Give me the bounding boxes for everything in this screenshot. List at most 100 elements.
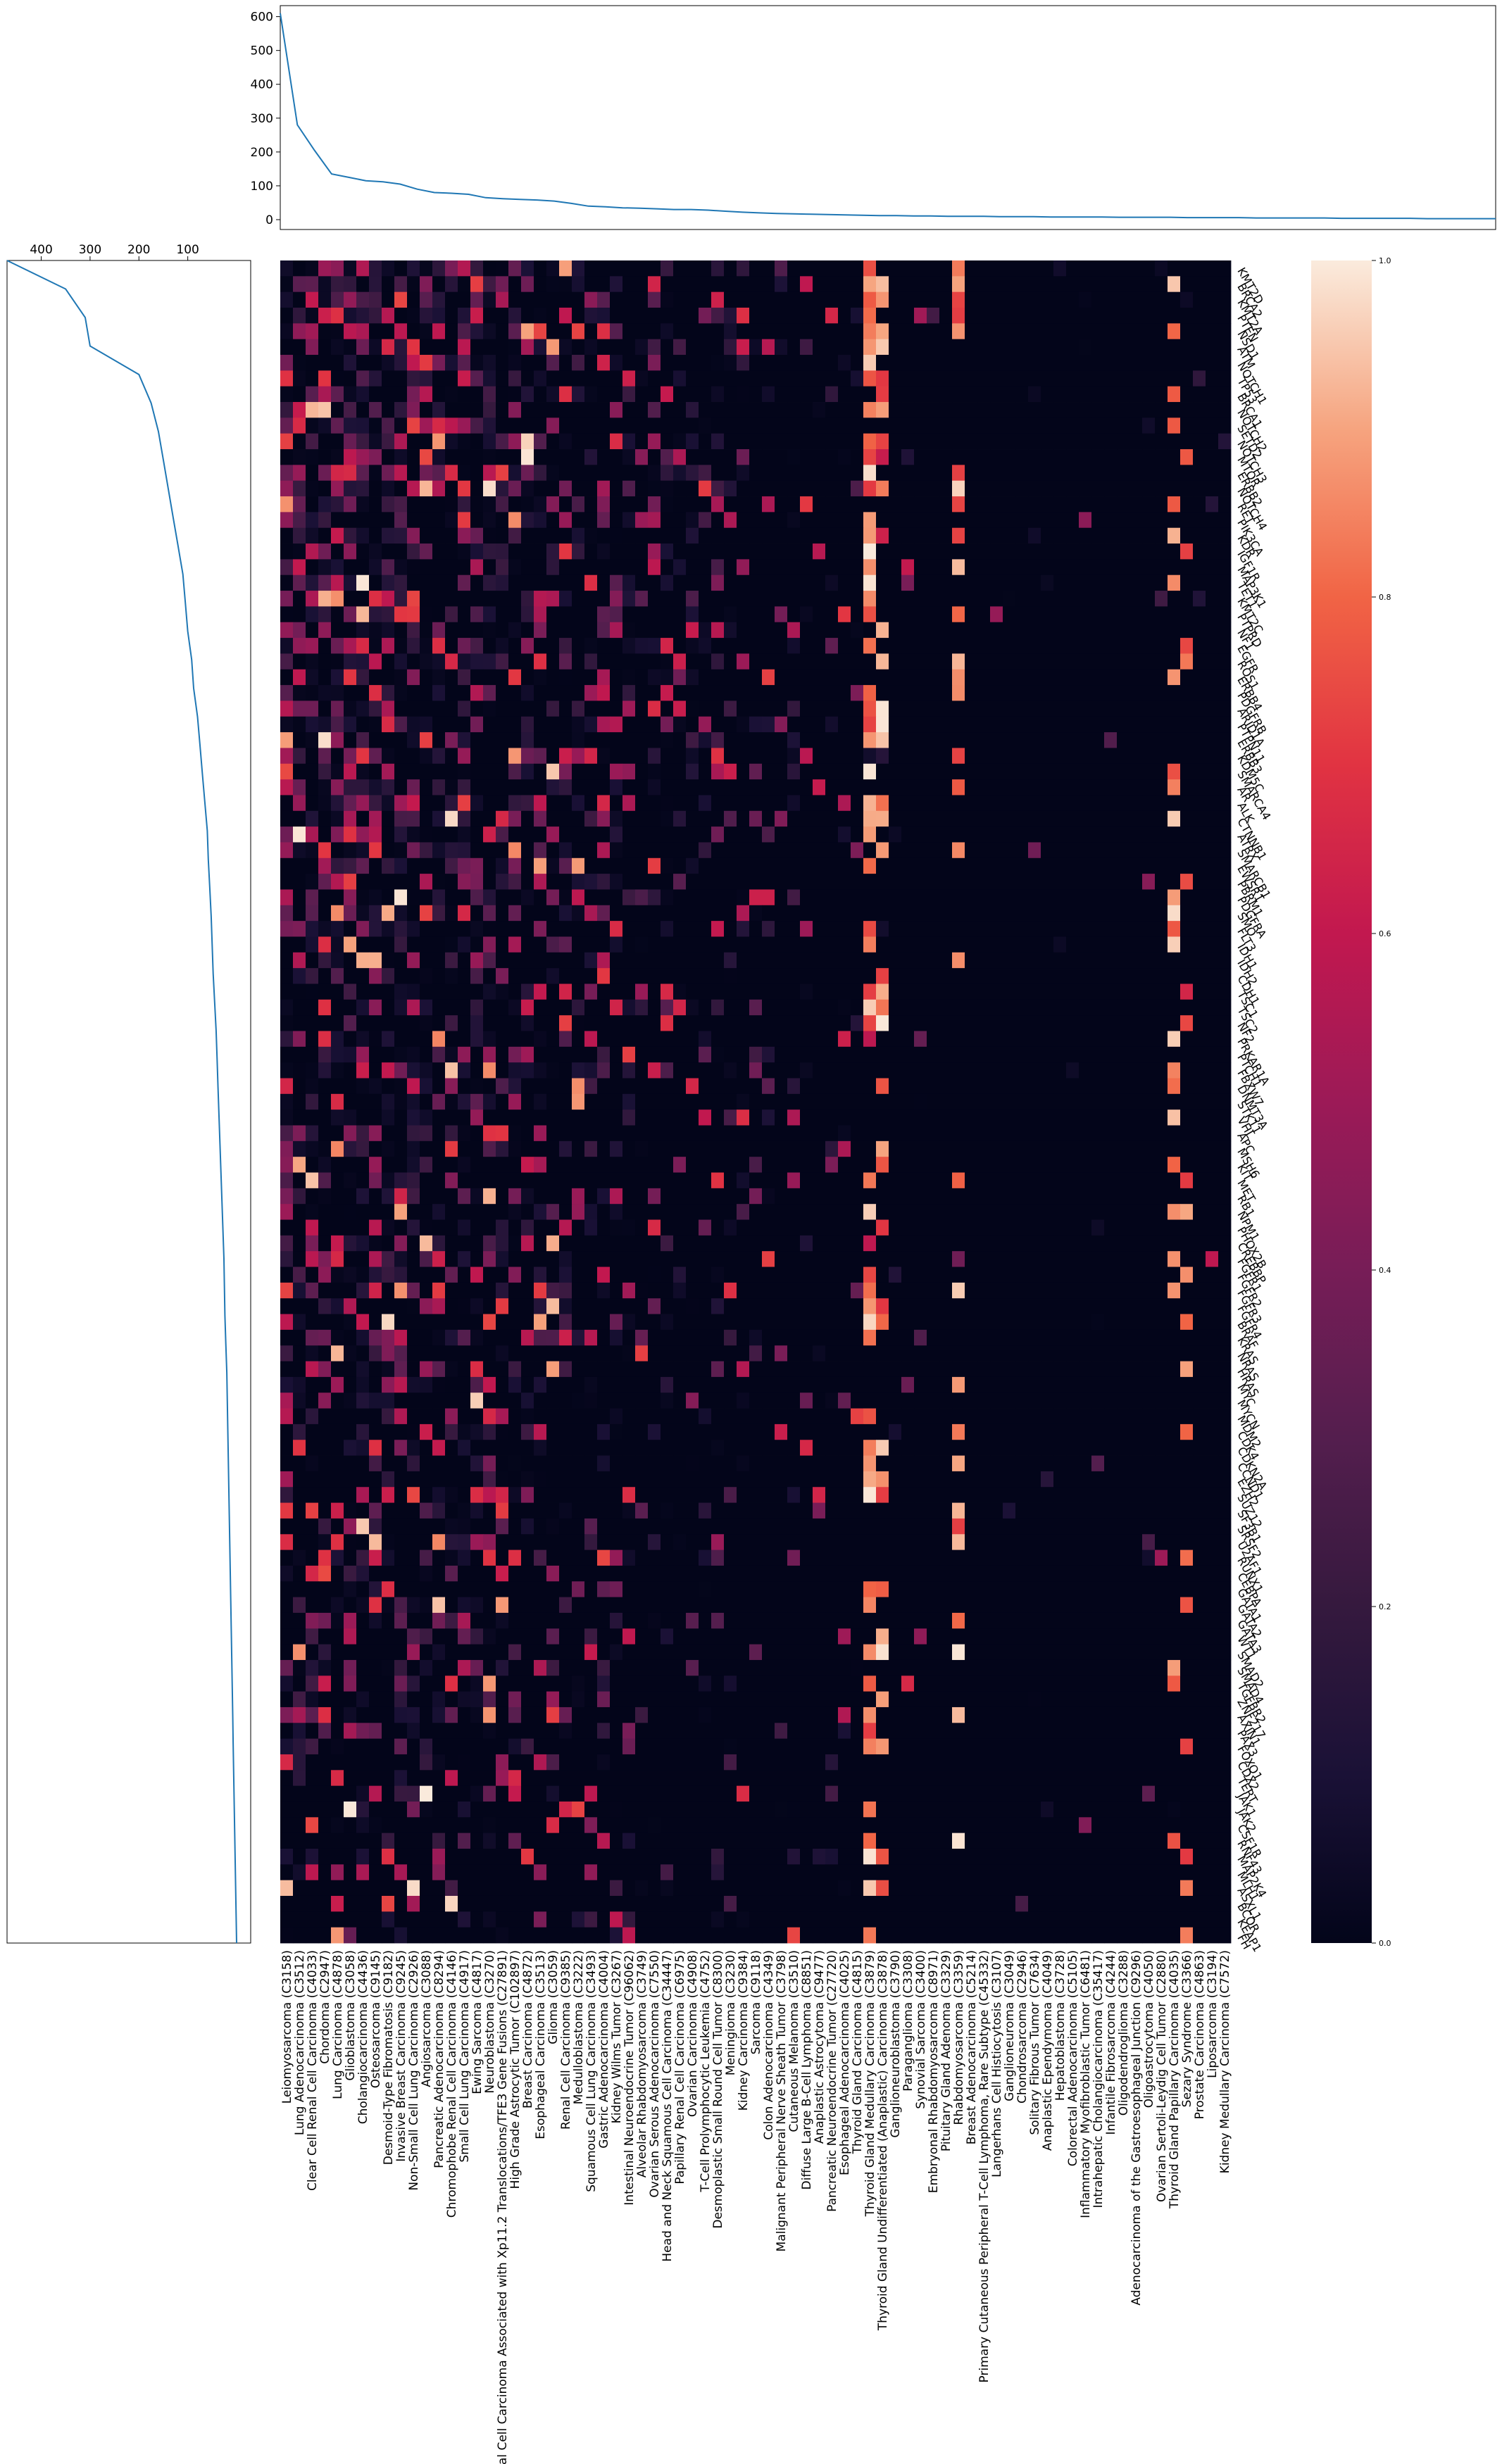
- heatmap-cell: [927, 999, 940, 1016]
- heatmap-cell: [356, 968, 370, 984]
- heatmap-cell: [939, 276, 953, 293]
- heatmap-cell: [965, 606, 978, 623]
- heatmap-cell: [800, 527, 813, 544]
- heatmap-cell: [331, 496, 344, 513]
- heatmap-cell: [901, 700, 915, 717]
- heatmap-cell: [1091, 496, 1105, 513]
- heatmap-cell: [749, 1188, 763, 1205]
- heatmap-cell: [863, 653, 877, 670]
- heatmap-cell: [1168, 748, 1181, 765]
- heatmap-cell: [458, 622, 471, 639]
- heatmap-cell: [800, 653, 813, 670]
- heatmap-cell: [445, 543, 458, 560]
- heatmap-cell: [534, 591, 547, 607]
- heatmap-cell: [825, 653, 839, 670]
- heatmap-cell: [432, 591, 446, 607]
- heatmap-cell: [762, 685, 775, 701]
- heatmap-cell: [724, 653, 737, 670]
- heatmap-cell: [851, 1282, 864, 1299]
- heatmap-cell: [1193, 1031, 1206, 1048]
- heatmap-cell: [1168, 323, 1181, 340]
- heatmap-cell: [559, 983, 572, 1000]
- heatmap-cell: [1091, 968, 1105, 984]
- heatmap-cell: [711, 291, 725, 308]
- heatmap-cell: [1041, 968, 1054, 984]
- heatmap-cell: [1079, 1015, 1092, 1031]
- heatmap-cell: [496, 1204, 509, 1220]
- heatmap-cell: [775, 968, 788, 984]
- heatmap-cell: [775, 1266, 788, 1283]
- heatmap-cell: [876, 1140, 889, 1157]
- heatmap-cell: [521, 1046, 534, 1063]
- heatmap-cell: [521, 1266, 534, 1283]
- heatmap-cell: [306, 1188, 319, 1205]
- heatmap-cell: [876, 1235, 889, 1252]
- heatmap-cell: [1015, 936, 1029, 953]
- heatmap-cell: [369, 1093, 382, 1110]
- heatmap-cell: [1193, 826, 1206, 843]
- heatmap-cell: [382, 1110, 395, 1126]
- heatmap-cell: [1104, 433, 1118, 450]
- heatmap-cell: [673, 810, 687, 827]
- heatmap-cell: [1079, 370, 1092, 387]
- heatmap-cell: [825, 779, 839, 796]
- heatmap-cell: [470, 1172, 484, 1189]
- heatmap-cell: [813, 543, 826, 560]
- heatmap-cell: [445, 1093, 458, 1110]
- heatmap-cell: [1053, 1188, 1067, 1205]
- heatmap-cell: [1218, 527, 1232, 544]
- heatmap-cell: [1079, 968, 1092, 984]
- heatmap-cell: [1142, 433, 1156, 450]
- heatmap-cell: [838, 559, 851, 576]
- heatmap-cell: [737, 276, 750, 293]
- heatmap-cell: [559, 1266, 572, 1283]
- heatmap-cell: [1041, 842, 1054, 859]
- heatmap-cell: [521, 417, 534, 434]
- heatmap-cell: [1079, 559, 1092, 576]
- heatmap-cell: [382, 480, 395, 497]
- heatmap-cell: [749, 685, 763, 701]
- heatmap-cell: [724, 921, 737, 937]
- heatmap-cell: [1142, 260, 1156, 277]
- heatmap-cell: [306, 574, 319, 591]
- heatmap-cell: [521, 480, 534, 497]
- heatmap-cell: [306, 748, 319, 765]
- heatmap-cell: [686, 968, 699, 984]
- heatmap-cell: [1079, 1188, 1092, 1205]
- heatmap-cell: [749, 1046, 763, 1063]
- heatmap-cell: [534, 669, 547, 686]
- heatmap-cell: [1053, 1266, 1067, 1283]
- heatmap-cell: [521, 1219, 534, 1236]
- heatmap-cell: [521, 291, 534, 308]
- heatmap-cell: [546, 606, 560, 623]
- heatmap-cell: [420, 842, 433, 859]
- heatmap-cell: [977, 308, 991, 324]
- heatmap-cell: [331, 1078, 344, 1095]
- heatmap-cell: [1028, 999, 1041, 1016]
- heatmap-cell: [901, 402, 915, 418]
- heatmap-cell: [496, 339, 509, 356]
- heatmap-cell: [1091, 1235, 1105, 1252]
- heatmap-cell: [394, 795, 408, 812]
- heatmap-cell: [876, 1282, 889, 1299]
- heatmap-cell: [420, 857, 433, 874]
- heatmap-cell: [445, 417, 458, 434]
- heatmap-cell: [521, 716, 534, 733]
- heatmap-cell: [1129, 543, 1143, 560]
- heatmap-cell: [572, 308, 585, 324]
- heatmap-cell: [990, 1046, 1003, 1063]
- heatmap-cell: [749, 543, 763, 560]
- heatmap-cell: [1168, 810, 1181, 827]
- heatmap-cell: [901, 465, 915, 482]
- heatmap-cell: [331, 968, 344, 984]
- heatmap-cell: [331, 543, 344, 560]
- heatmap-cell: [344, 1015, 357, 1031]
- heatmap-cell: [939, 1219, 953, 1236]
- heatmap-cell: [344, 1282, 357, 1299]
- heatmap-cell: [572, 874, 585, 890]
- heatmap-cell: [280, 889, 294, 906]
- heatmap-cell: [838, 574, 851, 591]
- heatmap-cell: [673, 889, 687, 906]
- heatmap-cell: [787, 795, 801, 812]
- heatmap-cell: [1079, 1078, 1092, 1095]
